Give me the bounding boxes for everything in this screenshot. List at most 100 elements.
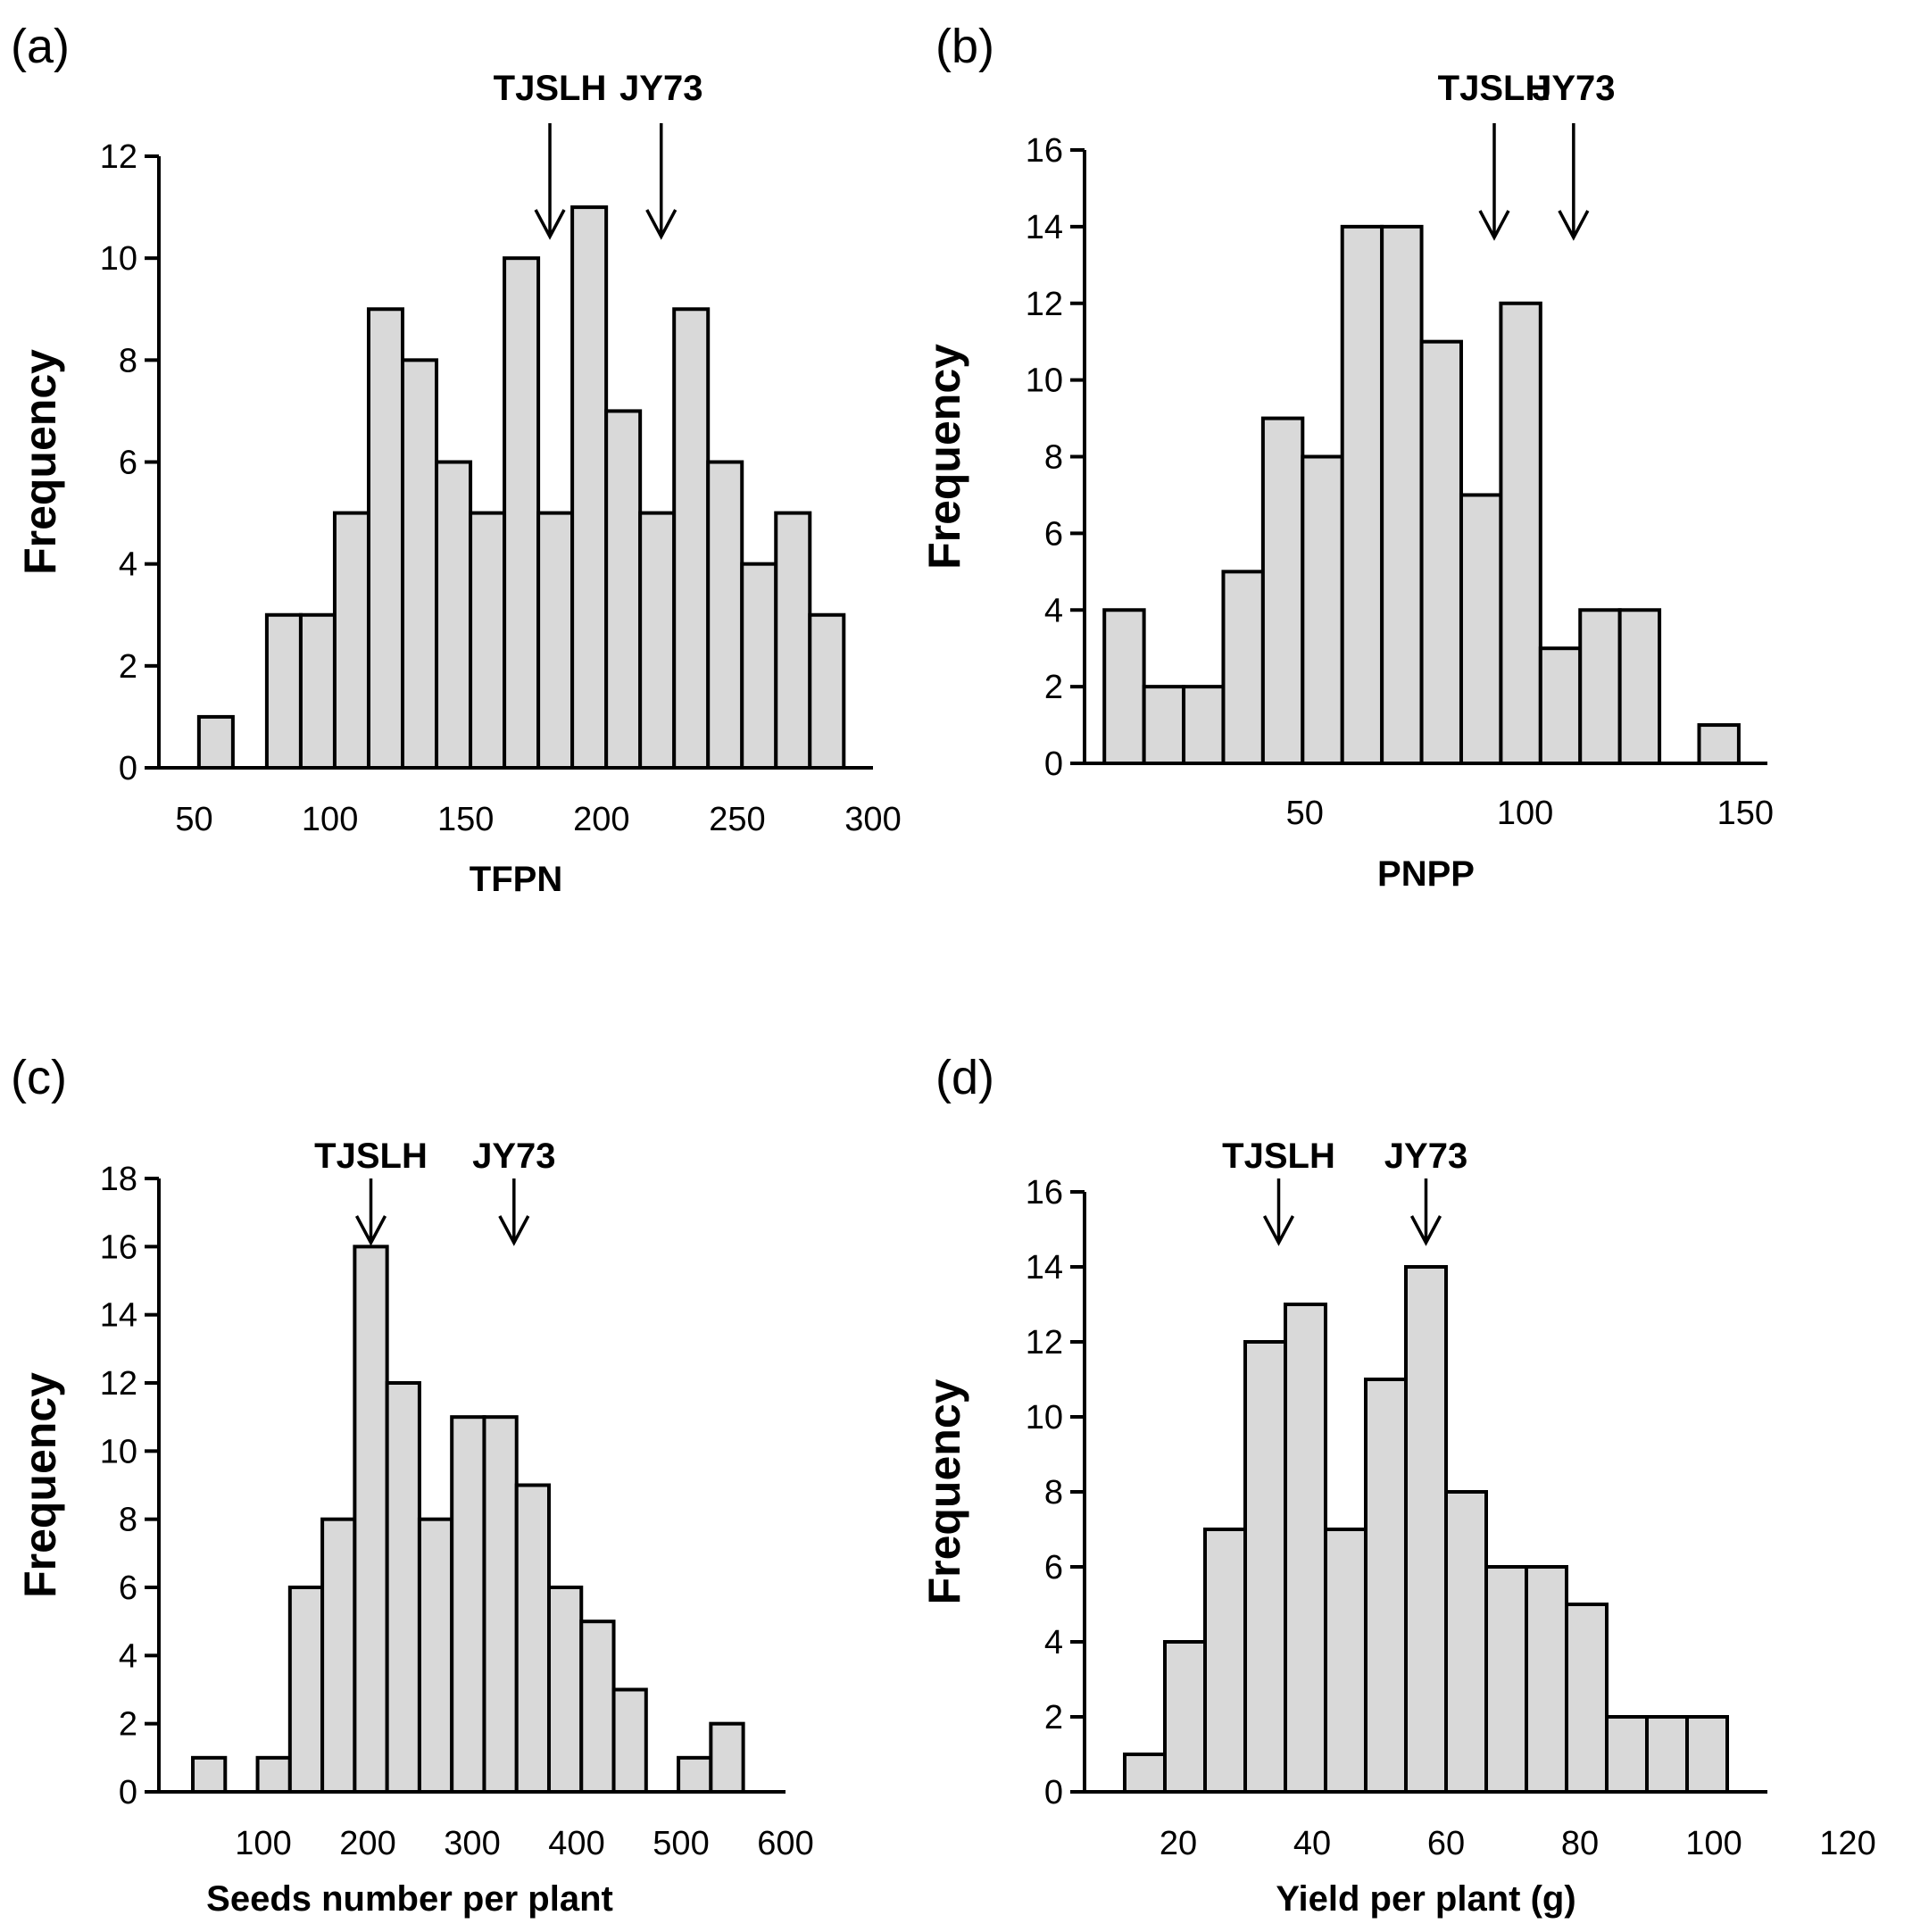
histogram-bar (191, 1755, 228, 1795)
x-tick-label: 100 (1497, 795, 1553, 832)
histogram-bar (1419, 339, 1463, 765)
histogram-bar (1697, 723, 1741, 765)
chart-panel-2: (b) 0 2 4 6 8 10 12 14 16 50 100 150 PNPP Frequency TJS… (919, 20, 1774, 894)
histogram-bar (570, 205, 609, 770)
y-tick-label: 12 (100, 138, 137, 176)
histogram-bar (1221, 570, 1265, 765)
panel-label: (d) (935, 1051, 994, 1104)
x-tick-label: 200 (573, 801, 629, 838)
histogram-bar (706, 460, 744, 770)
marker-arrow (1262, 1178, 1295, 1246)
histogram-bar (1243, 1340, 1287, 1794)
histogram-bar (638, 511, 677, 770)
histogram-bar (1301, 454, 1344, 765)
histogram-bar (1102, 608, 1146, 765)
histogram-bar (1364, 1378, 1408, 1794)
panel-label: (c) (11, 1051, 67, 1104)
y-tick-label: 12 (1026, 1324, 1063, 1362)
y-tick-label: 8 (1044, 439, 1063, 477)
marker-label: JY73 (1384, 1137, 1467, 1176)
x-tick-label: 20 (1160, 1825, 1197, 1862)
histogram-bar (740, 562, 778, 770)
histogram-bar (287, 1586, 325, 1794)
y-tick-label: 10 (1026, 1399, 1063, 1437)
x-tick-label: 150 (1717, 795, 1774, 832)
histogram-bar (469, 511, 507, 770)
histogram-bar (611, 1687, 648, 1794)
histogram-bar (1645, 1715, 1689, 1794)
y-tick-label: 8 (1044, 1474, 1063, 1511)
y-tick-label: 6 (119, 1570, 137, 1607)
marker-arrow (1478, 123, 1510, 241)
panel-label: (b) (935, 20, 994, 73)
y-tick-label: 10 (100, 240, 137, 278)
histogram-bar (298, 612, 337, 770)
x-axis-title: Yield per plant (g) (1276, 1879, 1575, 1919)
x-axis-title: PNPP (1377, 854, 1475, 894)
marker-arrow (498, 1178, 530, 1246)
y-tick-label: 0 (1044, 745, 1063, 783)
histogram-bar (1142, 685, 1186, 765)
y-tick-label: 2 (1044, 1699, 1063, 1736)
y-tick-label: 2 (119, 1706, 137, 1744)
histogram-bar (579, 1620, 616, 1794)
marker-label: TJSLH (1222, 1137, 1335, 1176)
x-tick-label: 400 (548, 1825, 604, 1862)
histogram-bar (1404, 1265, 1448, 1794)
histogram-bar (366, 307, 405, 770)
histogram-bar (536, 511, 575, 770)
x-tick-label: 200 (339, 1825, 395, 1862)
chart-panel-3: (c) 0 2 4 6 8 10 12 14 16 18 100 200 300 400 500 600 Seed… (11, 1051, 814, 1919)
y-tick-label: 0 (119, 750, 137, 787)
histogram-bar (1459, 493, 1503, 765)
y-tick-label: 8 (119, 342, 137, 379)
x-tick-label: 60 (1427, 1825, 1465, 1862)
histogram-bar (401, 358, 439, 770)
y-tick-label: 18 (100, 1161, 137, 1198)
histogram-bar (604, 409, 643, 770)
y-tick-label: 16 (1026, 132, 1063, 170)
marker-label: TJSLH (494, 69, 607, 108)
histogram-bar (677, 1755, 713, 1795)
histogram-bar (672, 307, 711, 770)
y-tick-label: 8 (119, 1502, 137, 1539)
histogram-bar (1284, 1303, 1327, 1794)
y-tick-label: 14 (1026, 1249, 1063, 1287)
x-tick-label: 500 (653, 1825, 709, 1862)
histogram-bar (417, 1517, 454, 1794)
marker-label: TJSLH (1438, 69, 1551, 108)
x-axis-title: Seeds number per plant (206, 1879, 613, 1919)
histogram-bar (709, 1721, 745, 1794)
histogram-bar (1260, 416, 1305, 765)
y-tick-label: 14 (1026, 209, 1063, 246)
marker-label: JY73 (472, 1137, 555, 1176)
y-tick-label: 6 (119, 445, 137, 482)
y-tick-label: 10 (100, 1433, 137, 1470)
histogram-bar (1525, 1565, 1568, 1794)
y-tick-label: 6 (1044, 515, 1063, 553)
histogram-bar (546, 1586, 584, 1794)
histogram-bar (255, 1755, 292, 1795)
histogram-bar (1324, 1528, 1367, 1794)
histogram-bar (482, 1415, 519, 1794)
histogram-bar (450, 1415, 486, 1794)
marker-arrow (534, 123, 566, 240)
histogram-bar (353, 1245, 389, 1795)
y-axis-title: Frequency (919, 1378, 969, 1604)
y-tick-label: 12 (1026, 286, 1063, 323)
histogram-bar (774, 511, 812, 770)
x-tick-label: 600 (757, 1825, 813, 1862)
x-tick-label: 100 (1685, 1825, 1742, 1862)
y-tick-label: 12 (100, 1365, 137, 1403)
histogram-bar (1565, 1603, 1609, 1794)
histogram-bar (435, 460, 473, 770)
x-tick-label: 120 (1819, 1825, 1875, 1862)
y-tick-label: 16 (1026, 1174, 1063, 1212)
histogram-bar (1605, 1715, 1649, 1794)
histogram-bar (503, 256, 541, 770)
y-tick-label: 10 (1026, 362, 1063, 400)
y-tick-label: 14 (100, 1297, 137, 1335)
histogram-bar (264, 612, 303, 770)
histogram-bar (1578, 608, 1622, 765)
y-axis-title: Frequency (919, 344, 969, 570)
